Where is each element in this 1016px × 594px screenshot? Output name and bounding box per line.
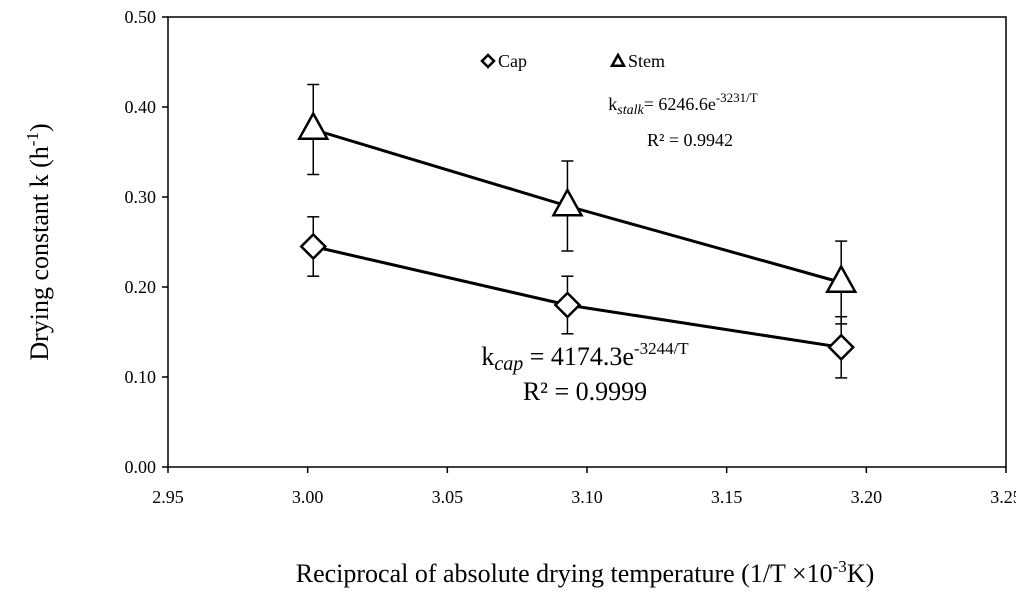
marker-diamond — [299, 232, 328, 261]
annotation-stalk: kstalk= 6246.6e-3231/T — [608, 90, 758, 118]
marker-triangle — [609, 52, 627, 68]
y-axis-title: Drying constant k (h-1) — [23, 123, 54, 360]
annotation-r2: R² = 0.9999 — [523, 377, 647, 406]
annotation-sub: cap — [494, 353, 523, 375]
annotation-exp: -3244/T — [634, 339, 689, 358]
y-axis-title-sup: -1 — [23, 132, 42, 146]
x-tick-label: 3.25 — [990, 487, 1016, 507]
legend-label: Cap — [498, 51, 527, 71]
annotation-eq: = 6246.6e — [644, 94, 716, 114]
marker-diamond — [827, 333, 855, 362]
y-axis-title-tail: ) — [25, 123, 54, 132]
legend-label: Stem — [628, 51, 665, 71]
marker-diamond — [553, 291, 582, 319]
annotation-k: k — [608, 94, 617, 114]
annotation-r2: R² = 0.9942 — [647, 130, 733, 150]
y-tick-label: 0.20 — [125, 277, 157, 297]
y-axis-title-main: Drying constant k (h — [25, 146, 54, 360]
annotation-k: k — [481, 342, 494, 371]
x-axis-title-sup: -3 — [833, 557, 847, 576]
y-tick-label: 0.30 — [125, 187, 157, 207]
annotation-exp: -3231/T — [716, 90, 758, 105]
y-tick-label: 0.50 — [125, 7, 157, 27]
x-tick-label: 2.95 — [152, 487, 184, 507]
x-tick-label: 3.05 — [432, 487, 464, 507]
y-tick-label: 0.00 — [125, 457, 157, 477]
x-tick-label: 3.10 — [571, 487, 603, 507]
annotation-cap: kcap = 4174.3e-3244/T — [481, 339, 689, 375]
x-tick-label: 3.15 — [711, 487, 743, 507]
x-tick-label: 3.20 — [851, 487, 883, 507]
marker-triangle — [551, 187, 584, 217]
x-axis-title-tail: K) — [847, 559, 874, 588]
y-tick-label: 0.40 — [125, 97, 157, 117]
marker-triangle — [825, 263, 858, 293]
x-axis-title-main: Reciprocal of absolute drying temperatur… — [296, 559, 833, 588]
x-axis-title: Reciprocal of absolute drying temperatur… — [296, 557, 875, 588]
annotation-sub: stalk — [617, 103, 644, 118]
marker-diamond — [480, 53, 496, 69]
y-tick-label: 0.10 — [125, 367, 157, 387]
annotation-eq: = 4174.3e — [523, 342, 634, 371]
marker-triangle — [297, 110, 330, 140]
x-tick-label: 3.00 — [292, 487, 324, 507]
